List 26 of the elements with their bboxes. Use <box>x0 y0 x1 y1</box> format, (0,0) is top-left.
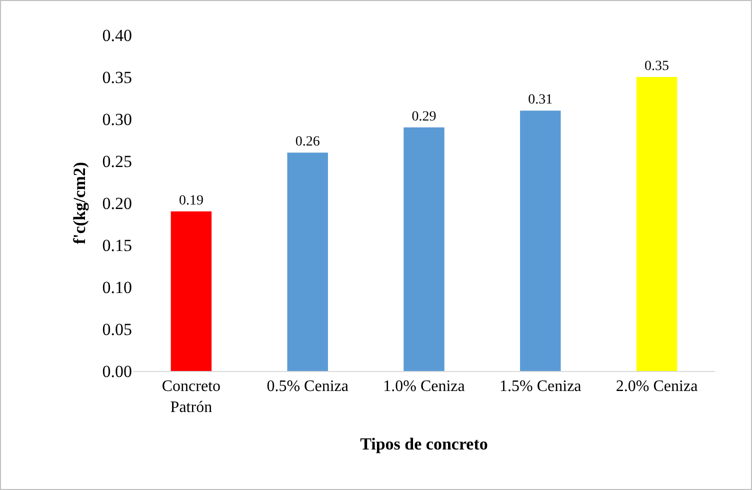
x-tick-label: 1.5% Ceniza <box>500 378 582 396</box>
data-label: 0.31 <box>528 92 553 108</box>
bar <box>287 152 328 371</box>
y-tick-label: 0.30 <box>102 110 132 129</box>
x-tick-label: 1.0% Ceniza <box>383 378 465 396</box>
x-tick-label: 2.0% Ceniza <box>616 378 698 396</box>
bar <box>404 127 444 371</box>
y-tick-label: 0.25 <box>102 152 132 171</box>
data-label: 0.35 <box>644 59 670 74</box>
bar <box>520 110 561 371</box>
x-tick-label: 0.5% Ceniza <box>266 378 348 396</box>
y-axis-title: f'c(kg/cm2) <box>70 162 89 244</box>
bar <box>636 77 678 371</box>
data-label: 0.26 <box>295 134 320 150</box>
y-tick-label: 0.40 <box>102 26 132 45</box>
data-label: 0.29 <box>412 109 436 124</box>
bar <box>170 211 212 371</box>
data-label: 0.19 <box>178 193 204 208</box>
x-axis-title: Tipos de concreto <box>360 434 488 454</box>
y-tick-label: 0.00 <box>102 362 132 381</box>
y-tick-label: 0.35 <box>102 68 132 87</box>
y-tick-label: 0.05 <box>102 320 132 339</box>
x-tick-label: Concreto Patrón <box>162 378 221 416</box>
y-tick-label: 0.10 <box>102 278 132 297</box>
y-tick-label: 0.20 <box>102 194 132 213</box>
y-tick-label: 0.15 <box>102 236 132 255</box>
